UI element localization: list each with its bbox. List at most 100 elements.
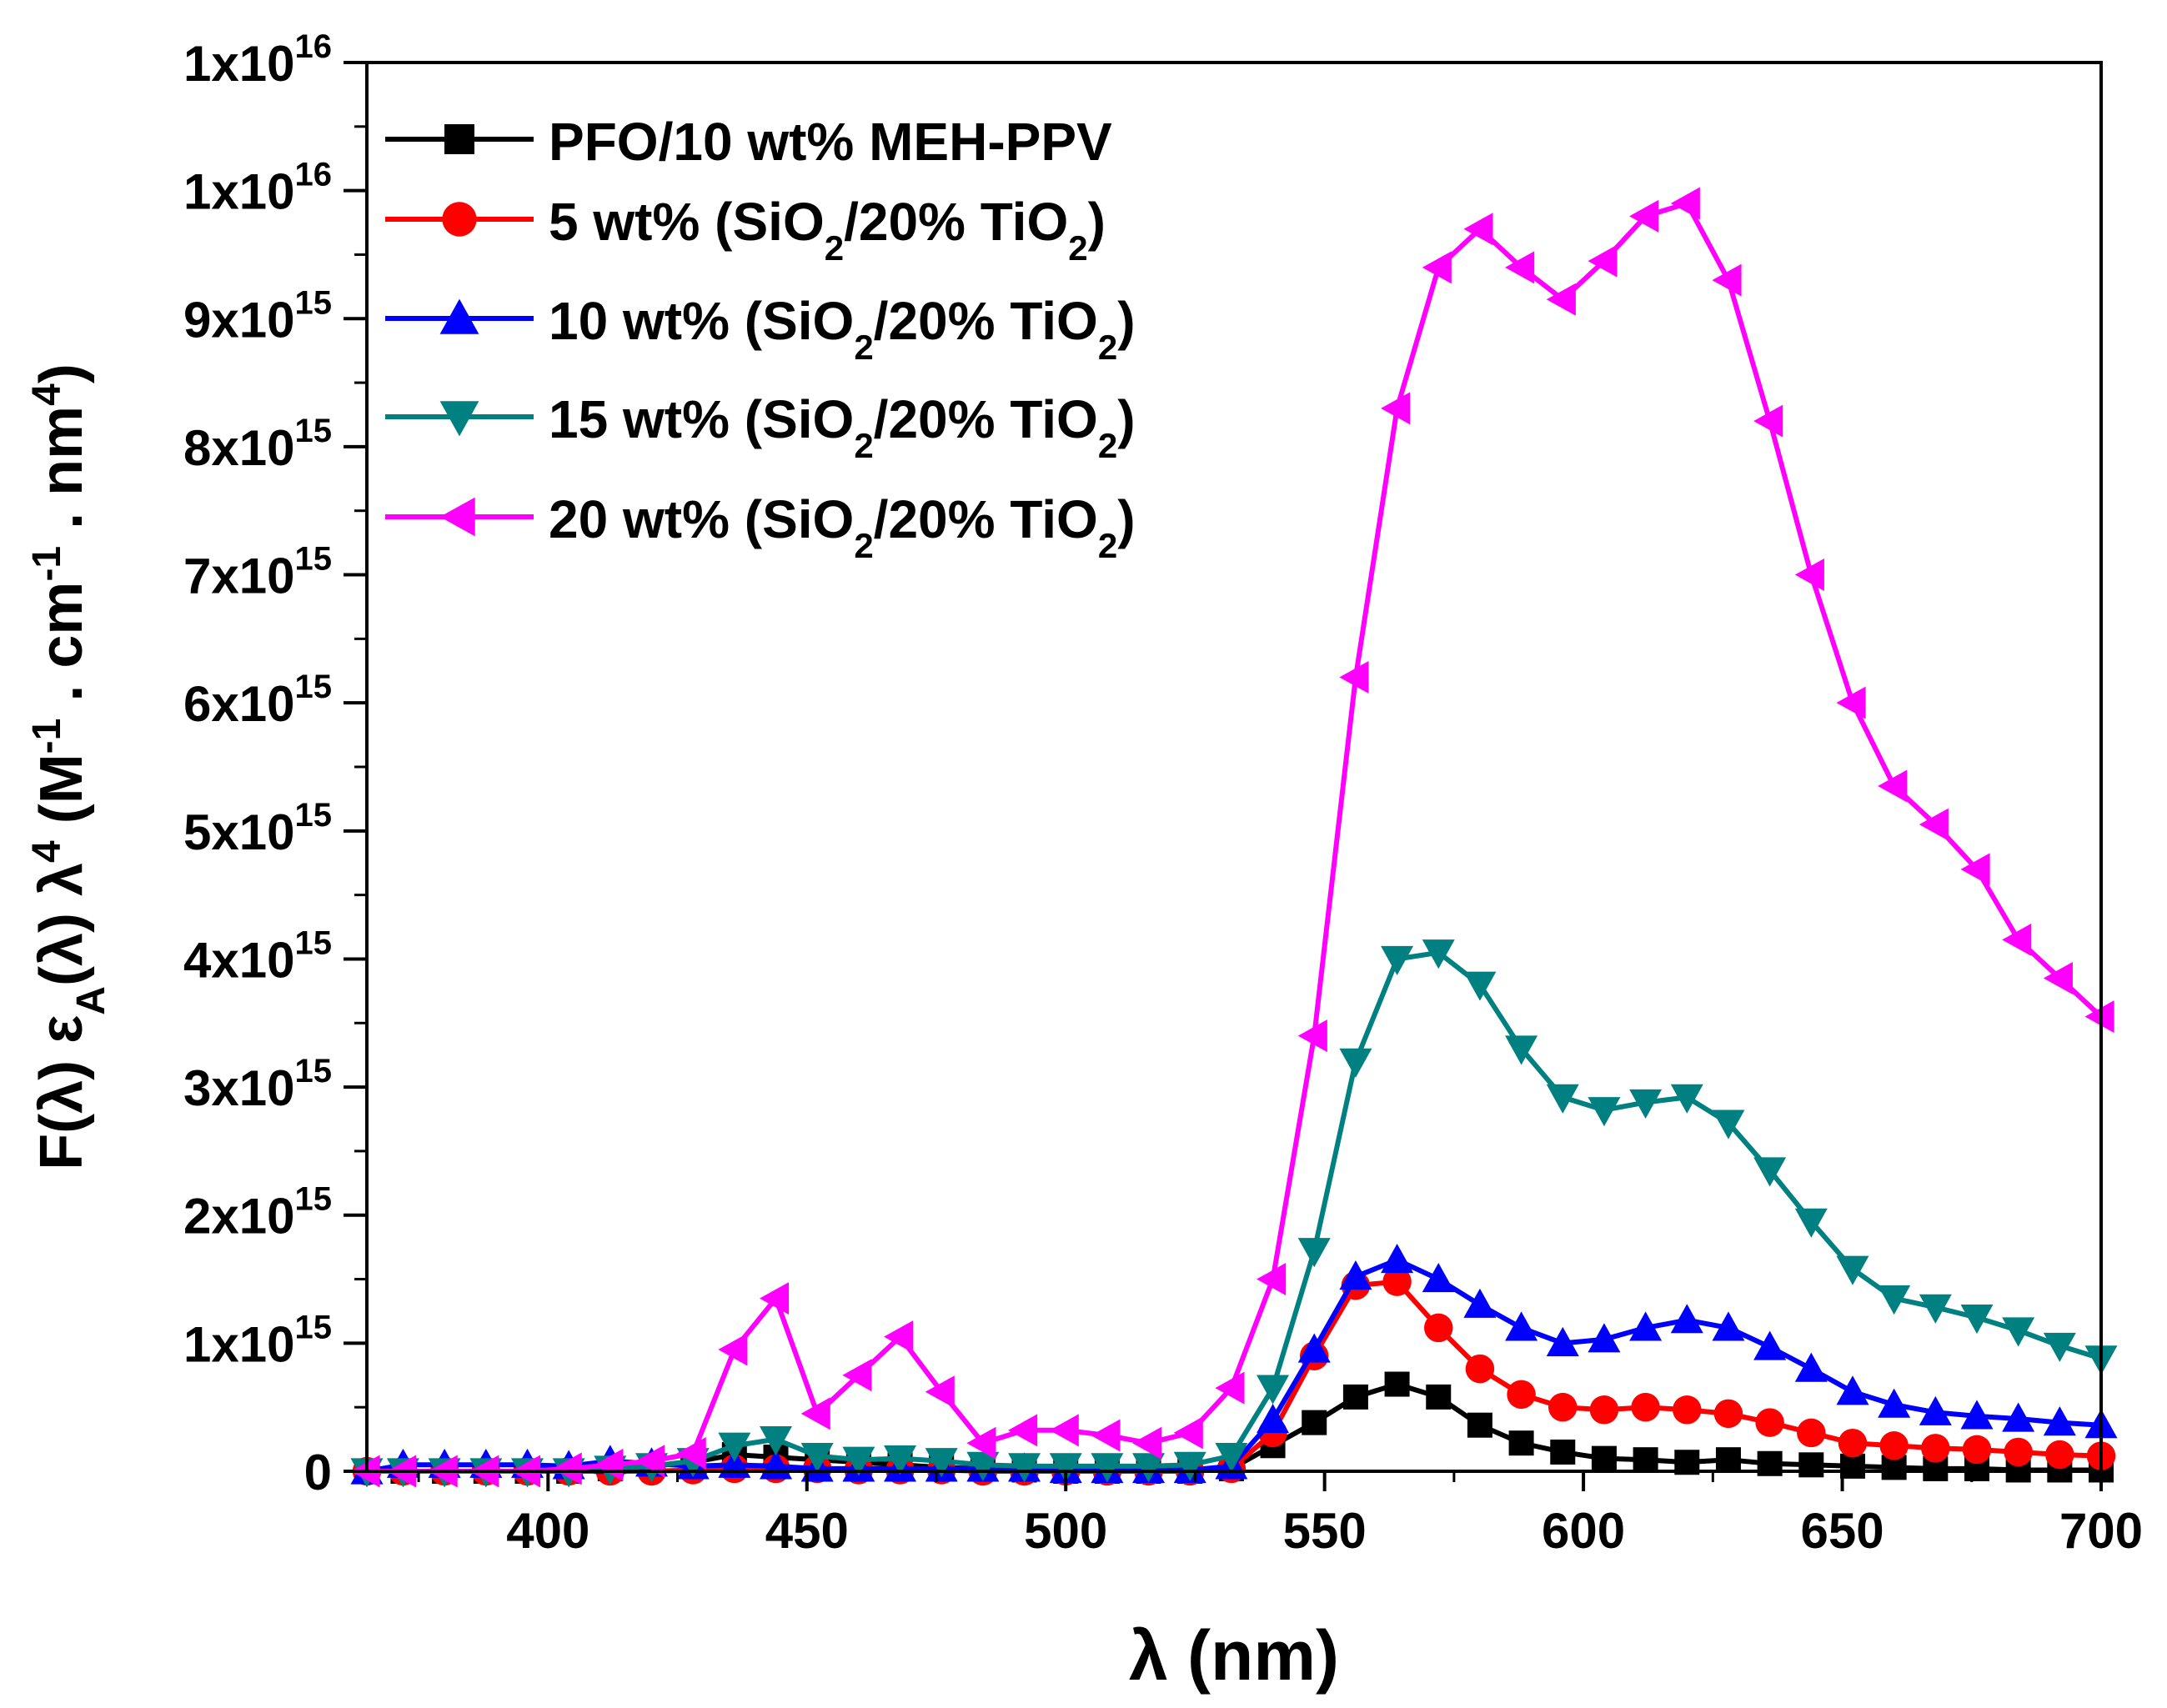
data-point <box>1879 1431 1909 1460</box>
legend-item: 15 wt% (SiO2/20% TiO2) <box>385 389 1136 465</box>
data-point <box>1257 1375 1290 1405</box>
y-title-part: (λ) λ <box>28 863 95 986</box>
y-tick-exponent: 15 <box>295 1053 333 1089</box>
y-title-sub: A <box>69 986 113 1015</box>
data-point <box>1091 1453 1124 1483</box>
data-point <box>1836 1375 1869 1405</box>
y-tick-exponent: 15 <box>295 924 333 961</box>
data-point <box>1591 1445 1617 1471</box>
data-point <box>1794 1208 1828 1238</box>
data-point <box>2004 1437 2033 1467</box>
legend-item: 5 wt% (SiO2/20% TiO2) <box>385 192 1106 268</box>
legend-marker <box>439 401 479 437</box>
data-point <box>1550 1439 1576 1465</box>
data-point <box>1381 1244 1414 1274</box>
y-title-sup: -1 <box>25 546 69 582</box>
data-point <box>2043 962 2073 994</box>
data-point <box>1548 1392 1578 1422</box>
data-point <box>1633 1447 1658 1473</box>
data-point <box>1339 1260 1372 1290</box>
y-tick-exponent: 16 <box>295 157 333 193</box>
data-point <box>1836 1255 1869 1285</box>
data-point <box>1712 263 1742 297</box>
data-point <box>1753 1330 1787 1360</box>
data-point <box>966 1451 1000 1481</box>
legend-item: 20 wt% (SiO2/20% TiO2) <box>385 489 1136 565</box>
legend-label: PFO/10 wt% MEH-PPV <box>549 112 1112 172</box>
data-point <box>1342 1384 1368 1410</box>
data-point <box>1049 1453 1082 1483</box>
y-tick-label: 8x1015 <box>183 413 332 476</box>
legend-marker <box>439 298 479 334</box>
data-point <box>1546 1084 1579 1114</box>
data-point <box>1505 1311 1538 1341</box>
legend-subscript: 2 <box>854 328 873 367</box>
data-point <box>1715 1447 1741 1473</box>
x-axis-title: λ (nm) <box>1129 1616 1339 1695</box>
y-tick-label: 0 <box>304 1445 332 1500</box>
data-point <box>718 1333 748 1366</box>
y-tick-exponent: 15 <box>295 669 333 705</box>
y-tick-exponent: 16 <box>295 28 333 65</box>
y-tick-mantissa: 4x10 <box>183 932 294 988</box>
y-tick-label: 9x1015 <box>183 284 332 348</box>
data-point <box>1424 1313 1453 1343</box>
data-point <box>1673 1395 1702 1425</box>
data-point <box>1339 660 1369 694</box>
data-point <box>1215 1442 1248 1473</box>
data-point <box>1507 1380 1536 1410</box>
data-point <box>718 1432 751 1462</box>
y-tick-mantissa: 3x10 <box>183 1060 294 1116</box>
data-point <box>1297 1333 1331 1363</box>
y-tick-label: 5x1015 <box>183 797 332 860</box>
data-point <box>925 1448 958 1478</box>
data-point <box>800 1442 834 1473</box>
data-point <box>1132 1453 1166 1483</box>
data-point <box>2043 1406 2076 1436</box>
data-point <box>1878 1388 1911 1418</box>
data-point <box>1878 1285 1911 1315</box>
y-axis-title: F(λ) εA(λ) λ4 (M-1 . cm-1 . nm4) <box>25 363 113 1170</box>
legend-subscript: 2 <box>1068 228 1087 268</box>
x-tick-label: 700 <box>2059 1503 2143 1559</box>
x-tick-label: 650 <box>1800 1503 1884 1559</box>
data-point <box>1091 1419 1121 1452</box>
y-tick-mantissa: 7x10 <box>183 548 294 604</box>
data-point <box>1467 1412 1492 1438</box>
data-point <box>1960 1305 1994 1335</box>
legend-text-part: /20% TiO <box>874 291 1098 351</box>
data-point <box>1381 945 1414 975</box>
data-point <box>1670 1084 1703 1114</box>
legend-text-part: /20% TiO <box>874 389 1098 449</box>
y-tick-mantissa: 1x10 <box>183 1316 294 1372</box>
data-point <box>1463 213 1493 246</box>
y-axis: 01x10152x10153x10154x10155x10156x10157x1… <box>183 28 367 1500</box>
y-tick-label: 1x1016 <box>183 157 332 220</box>
data-point <box>1589 1395 1619 1425</box>
data-point <box>1384 1371 1410 1397</box>
data-point <box>1302 1410 1327 1435</box>
data-point <box>1629 1311 1663 1341</box>
data-point <box>552 1452 582 1485</box>
legend-subscript: 2 <box>854 426 873 465</box>
y-tick-mantissa: 6x10 <box>183 676 294 732</box>
y-title-part: (M <box>28 754 95 840</box>
data-point <box>676 1436 706 1470</box>
x-tick-label: 550 <box>1283 1503 1367 1559</box>
data-point <box>1836 686 1866 719</box>
data-point <box>2002 1402 2035 1432</box>
data-point <box>1960 853 1990 886</box>
data-point <box>1422 1263 1455 1293</box>
data-point <box>594 1448 624 1481</box>
data-point <box>884 1320 914 1354</box>
legend-text-part: ) <box>1117 489 1135 549</box>
data-point <box>760 1282 790 1315</box>
data-point <box>1297 1238 1331 1268</box>
data-point <box>1921 1434 1950 1463</box>
data-point <box>1794 558 1824 592</box>
legend-text-part: ) <box>1117 389 1135 449</box>
data-point <box>1712 1109 1745 1140</box>
legend-label: 5 wt% (SiO2/20% TiO2) <box>549 192 1106 268</box>
data-point <box>1588 244 1618 278</box>
data-point <box>1919 1395 1952 1425</box>
